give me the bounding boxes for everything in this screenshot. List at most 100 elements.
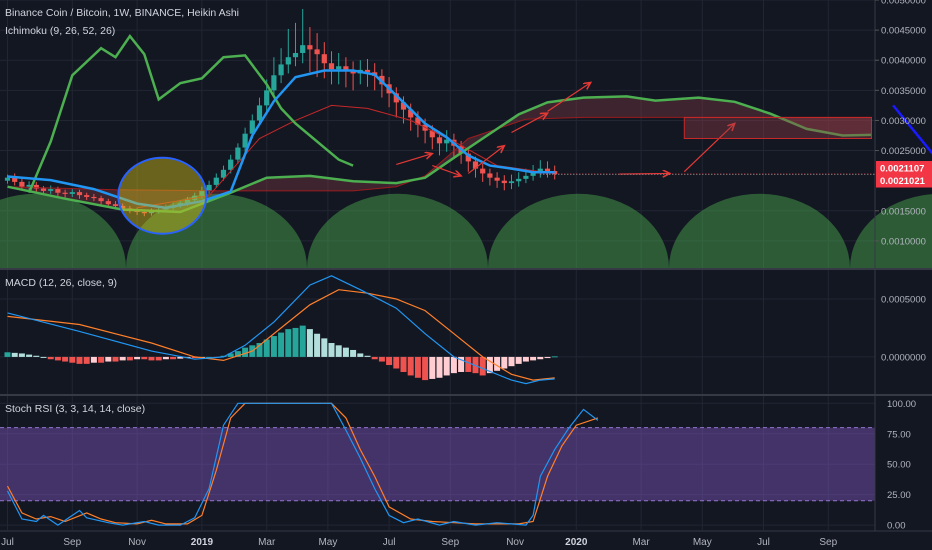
macd-hist-bar [407,356,414,376]
x-tick-label: Sep [819,537,837,548]
y-tick-label: 0.0015000 [881,206,926,217]
y-tick-label: 0.0010000 [881,236,926,247]
ichimoku-label: Ichimoku (9, 26, 52, 26) [5,25,115,37]
macd-hist-bar [537,356,544,360]
macd-line [7,275,555,385]
stoch-band [0,427,875,501]
candle-body [364,69,371,73]
macd-pane[interactable]: MACD (12, 26, close, 9) [0,270,875,394]
macd-hist-bar [206,356,213,358]
price-badge [876,173,932,188]
candle-body [256,105,263,121]
macd-label: MACD (12, 26, close, 9) [5,277,117,289]
macd-hist-bar [544,356,551,359]
macd-hist-bar [465,356,472,372]
y-tick-label: 100.00 [887,399,916,410]
cycle-arc [488,193,669,268]
candle-body [26,184,32,187]
macd-hist-bar [256,343,263,357]
candle-body [328,63,335,70]
x-tick-label: Mar [258,537,276,548]
price-pane[interactable]: Binance Coin / Bitcoin, 1W, BINANCE, Hei… [0,0,932,268]
macd-hist-bar [400,356,407,372]
arrow [511,113,548,134]
macd-hist-bar [90,356,97,363]
macd-hist-bar [364,355,371,357]
y-tick-label: 25.00 [887,490,911,501]
macd-hist-bar [4,352,11,357]
candle-body [285,57,291,65]
y-tick-label: 0.0035000 [881,86,926,97]
y-tick-label: 0.0050000 [881,0,926,7]
y-tick-label: 0.0045000 [881,26,926,37]
candle-body [120,205,126,209]
candle-body [199,190,205,196]
macd-hist-bar [414,356,421,378]
macd-hist-bar [170,356,177,360]
trendline [892,104,932,155]
macd-hist-bar [177,356,184,359]
y-tick-label: 0.0025000 [881,146,926,157]
macd-hist-bar [40,356,47,358]
x-tick-label: Jul [383,537,396,548]
macd-hist-bar [141,356,148,360]
macd-hist-bar [69,356,76,363]
candle-body [292,52,299,58]
candle-body [523,175,529,179]
macd-hist-bar [486,356,493,374]
candle-body [480,168,486,174]
macd-hist-bar [105,356,112,362]
macd-hist-bar [378,356,385,362]
macd-signal-line [7,289,555,381]
macd-hist-bar [494,356,501,371]
senkou-span-a [7,95,872,214]
macd-hist-bar [458,356,465,372]
candle-body [69,192,75,194]
macd-hist-bar [429,356,436,379]
macd-hist-bar [335,345,342,357]
macd-hist-bar [54,356,61,361]
main-title: Binance Coin / Bitcoin, 1W, BINANCE, Hei… [5,7,239,19]
x-tick-label: May [693,537,712,548]
x-tick-label: 2020 [565,537,588,548]
candle-body [62,192,68,194]
candle-body [408,109,414,118]
tenkan-line [137,104,541,209]
macd-hist-bar [515,356,522,364]
stoch-k-line [6,402,599,526]
macd-hist-bar [285,329,292,357]
price-badge-label: 0.0021107 [880,164,924,175]
candle-body [98,198,104,202]
candle-body [271,75,277,91]
macd-hist-bar [62,356,69,362]
candle-body [184,199,191,203]
candle-body [91,196,97,199]
candle-body [105,201,111,205]
candle-body [350,71,356,74]
macd-hist-bar [263,339,270,357]
candle-body [84,195,90,197]
macd-hist-bar [234,351,241,357]
candle-body [415,117,421,125]
macd-hist-bar [227,353,234,357]
candle-body [206,184,212,191]
candle-body [537,168,543,173]
macd-hist-bar [357,353,364,357]
cycle-arc [0,193,126,268]
macd-hist-bar [242,347,249,357]
candle-body [393,93,399,103]
macd-hist-bar [148,356,155,361]
y-tick-label: 0.0030000 [881,116,926,127]
candle-body [516,178,522,182]
stoch-rsi-pane[interactable]: Stoch RSI (3, 3, 14, 14, close) [0,396,875,530]
macd-hist-bar [386,356,393,366]
stoch-rsi-lines [6,402,599,526]
macd-hist-bar [299,325,306,357]
stoch-grid [0,396,875,530]
x-tick-label: Sep [63,537,81,548]
macd-hist-bar [393,356,400,369]
macd-hist-bar [33,355,40,357]
macd-hist-bar [134,356,141,360]
y-tick-label: 75.00 [887,429,911,440]
